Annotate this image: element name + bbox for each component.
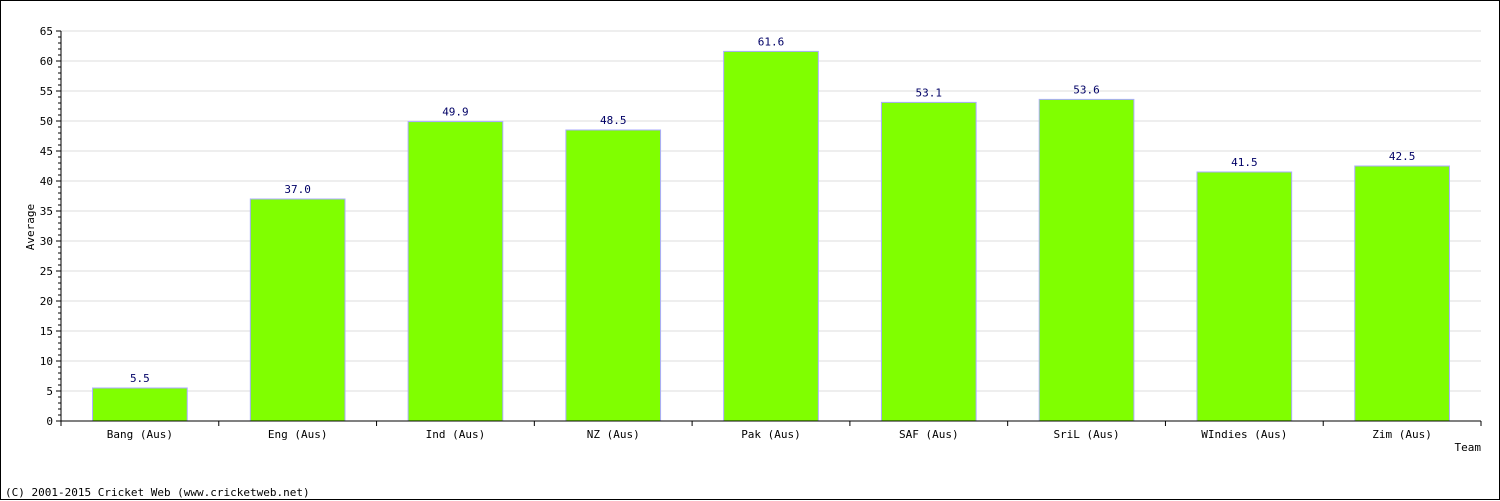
bar-value-label: 53.6 xyxy=(1073,83,1100,96)
y-tick-label: 40 xyxy=(40,175,53,188)
y-tick-label: 20 xyxy=(40,295,53,308)
bar xyxy=(1196,171,1293,422)
x-tick-label: WIndies (Aus) xyxy=(1201,428,1287,441)
bar xyxy=(723,50,819,422)
bars xyxy=(92,50,1450,422)
labels: 0 5 10 15 20 25 30 35 40 45 50 55 60 65 5.5 Bang (Aus) 3… xyxy=(40,25,1432,441)
bar-value-label: 49.9 xyxy=(442,106,469,119)
bar-value-label: 41.5 xyxy=(1231,156,1258,169)
bar xyxy=(92,387,188,422)
bar-value-label: 37.0 xyxy=(284,183,311,196)
x-tick-label: Zim (Aus) xyxy=(1372,428,1432,441)
bar xyxy=(1354,165,1450,422)
y-tick-label: 15 xyxy=(40,325,53,338)
y-tick-label: 25 xyxy=(40,265,53,278)
x-tick-label: NZ (Aus) xyxy=(587,428,640,441)
y-tick-label: 10 xyxy=(40,355,53,368)
x-tick-label: Pak (Aus) xyxy=(741,428,801,441)
y-tick-label: 0 xyxy=(46,415,53,428)
y-tick-label: 50 xyxy=(40,115,53,128)
y-tick-label: 30 xyxy=(40,235,53,248)
x-tick-label: SriL (Aus) xyxy=(1053,428,1119,441)
bar-value-label: 42.5 xyxy=(1389,150,1416,163)
y-tick-label: 65 xyxy=(40,25,53,38)
copyright-text: (C) 2001-2015 Cricket Web (www.cricketwe… xyxy=(5,486,310,499)
bar xyxy=(565,129,662,422)
x-tick-label: Ind (Aus) xyxy=(426,428,486,441)
y-tick-label: 60 xyxy=(40,55,53,68)
bar xyxy=(880,101,977,422)
bar-value-label: 53.1 xyxy=(916,86,943,99)
x-tick-label: Bang (Aus) xyxy=(107,428,173,441)
bar xyxy=(249,198,346,422)
bar-value-label: 48.5 xyxy=(600,114,627,127)
bar-value-label: 5.5 xyxy=(130,372,150,385)
axes xyxy=(56,30,1482,426)
y-tick-label: 55 xyxy=(40,85,53,98)
bar xyxy=(1038,98,1135,422)
y-tick-label: 35 xyxy=(40,205,53,218)
x-tick-label: Eng (Aus) xyxy=(268,428,328,441)
bar-value-label: 61.6 xyxy=(758,35,785,48)
y-axis-title: Average xyxy=(24,204,37,250)
x-axis-title: Team xyxy=(1455,441,1482,454)
x-tick-label: SAF (Aus) xyxy=(899,428,959,441)
bar xyxy=(407,121,504,422)
y-tick-label: 45 xyxy=(40,145,53,158)
y-tick-label: 5 xyxy=(46,385,53,398)
